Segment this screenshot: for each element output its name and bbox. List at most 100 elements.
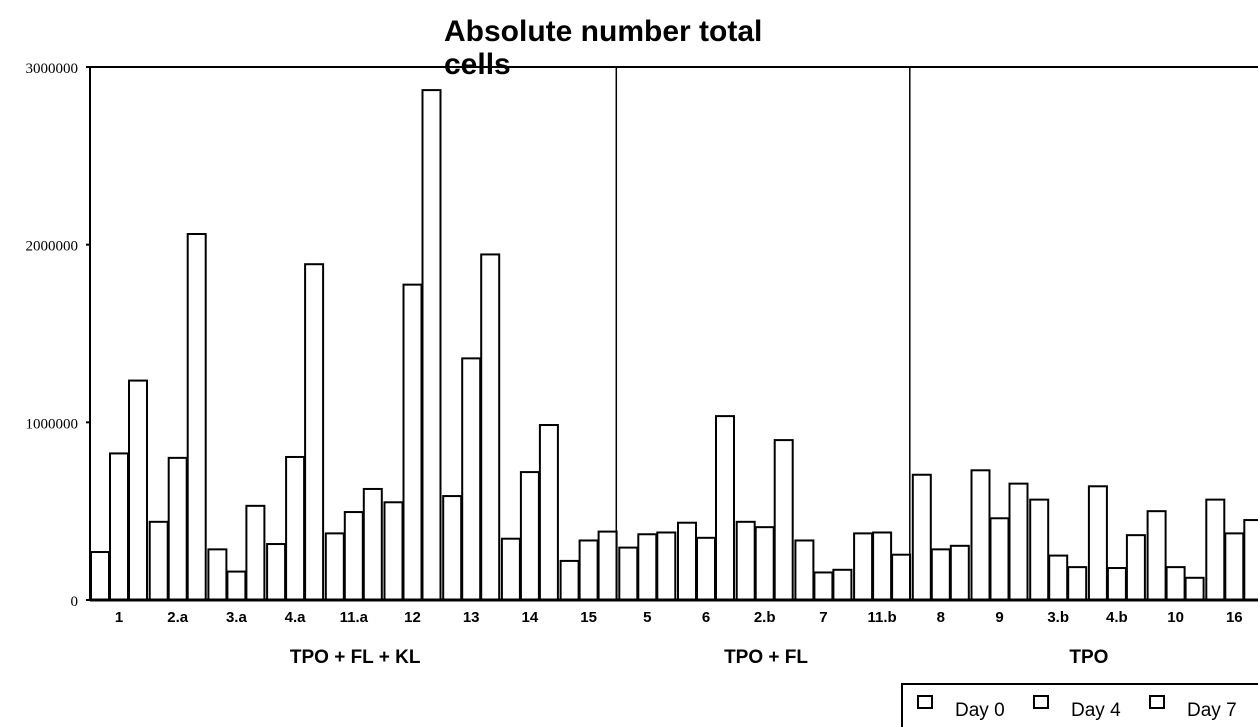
x-tick-label: 4.a — [285, 609, 307, 626]
bar-2.a-day-4 — [167, 456, 188, 601]
bar-15-day-4 — [578, 539, 599, 602]
x-tick-label: 11.b — [868, 609, 897, 626]
bar-8-day-7 — [949, 544, 970, 601]
bar-5-day-7 — [656, 531, 677, 602]
bar-16-day-7 — [1243, 519, 1258, 601]
y-tick-label: 0 — [71, 594, 79, 610]
bar-5-day-4 — [637, 533, 658, 601]
x-tick-label: 9 — [995, 609, 1003, 626]
bar-6-day-4 — [696, 536, 716, 601]
legend-swatch — [1149, 695, 1165, 709]
bar-2.b-day-7 — [773, 439, 794, 601]
legend-swatch — [1033, 695, 1049, 709]
legend-swatch — [917, 695, 933, 709]
bar-1-day-0 — [90, 551, 110, 602]
x-tick-label: 7 — [819, 609, 827, 626]
bar-9-day-0 — [970, 469, 991, 602]
x-tick-label: 2.a — [167, 609, 189, 626]
bar-14-day-7 — [538, 423, 559, 601]
bar-1-day-4 — [109, 452, 129, 601]
bar-5-day-0 — [618, 546, 639, 601]
bar-8-day-4 — [930, 548, 951, 601]
y-tick-label: 1000000 — [26, 416, 79, 432]
bar-4.b-day-7 — [1125, 534, 1146, 602]
bar-4.b-day-0 — [1087, 485, 1108, 601]
bar-4.b-day-4 — [1106, 567, 1127, 602]
y-tick-label: 3000000 — [26, 61, 79, 77]
bar-2.a-day-7 — [186, 233, 207, 602]
x-tick-label: 8 — [937, 609, 945, 626]
bar-2.b-day-4 — [754, 526, 775, 602]
bar-2.b-day-0 — [735, 520, 756, 601]
legend-label: Day 4 — [1071, 700, 1121, 721]
x-tick-label: 11.a — [340, 609, 369, 626]
x-tick-label: 6 — [702, 609, 710, 626]
bar-11.b-day-7 — [891, 553, 912, 602]
bar-10-day-4 — [1165, 566, 1186, 601]
bar-7-day-0 — [794, 539, 815, 602]
bar-3.b-day-0 — [1029, 498, 1050, 602]
group-label: TPO + FL — [724, 647, 808, 668]
bar-16-day-4 — [1224, 532, 1245, 601]
group-label: TPO + FL + KL — [290, 647, 421, 668]
bar-7-day-7 — [832, 568, 853, 602]
chart-title-line-1: Absolute number total — [444, 15, 762, 48]
bar-3.a-day-4 — [226, 570, 247, 601]
x-tick-label: 1 — [115, 609, 123, 626]
bar-13-day-7 — [480, 253, 501, 602]
group-label: TPO — [1069, 647, 1108, 668]
legend: Day 0 Day 4 Day 7 — [901, 683, 1258, 727]
bar-12-day-4 — [402, 283, 423, 601]
bar-13-day-0 — [442, 495, 463, 601]
bar-12-day-7 — [421, 89, 442, 601]
bar-11.a-day-0 — [324, 532, 345, 601]
bar-11.b-day-4 — [872, 531, 893, 602]
chart-title: Absolute number total cells — [444, 15, 762, 81]
bar-8-day-0 — [911, 473, 932, 601]
x-tick-label: 2.b — [754, 609, 776, 626]
x-tick-label: 4.b — [1106, 609, 1128, 626]
x-tick-label: 16 — [1226, 609, 1243, 626]
plot-area: 0 1000000 2000000 3000000 1 2.a 3.a 4.a 11.a 12 13… — [26, 61, 1258, 668]
bar-11.a-day-7 — [362, 487, 383, 602]
x-tick-label: 14 — [522, 609, 539, 626]
bar-10-day-0 — [1146, 510, 1167, 601]
bar-11.b-day-0 — [853, 532, 874, 601]
legend-box — [901, 683, 1258, 727]
y-tick-label: 2000000 — [26, 239, 79, 255]
bar-4.a-day-7 — [304, 263, 325, 601]
x-tick-label: 13 — [463, 609, 480, 626]
x-tick-label: 5 — [643, 609, 651, 626]
bar-16-day-0 — [1205, 498, 1226, 602]
bar-3.a-day-0 — [207, 548, 228, 601]
bar-7-day-4 — [813, 571, 834, 602]
bar-3.b-day-7 — [1067, 566, 1088, 601]
x-tick-label: 3.a — [226, 609, 248, 626]
bar-3.b-day-4 — [1048, 554, 1069, 601]
bar-15-day-0 — [559, 559, 580, 601]
bar-4.a-day-4 — [285, 455, 306, 601]
bar-9-day-4 — [989, 517, 1010, 601]
bar-14-day-0 — [500, 537, 521, 602]
bar-4.a-day-0 — [266, 543, 287, 601]
bar-13-day-4 — [461, 357, 482, 601]
bar-10-day-7 — [1184, 576, 1205, 602]
legend-label: Day 7 — [1187, 700, 1237, 721]
bar-2.a-day-0 — [148, 520, 169, 601]
bar-15-day-7 — [597, 530, 618, 601]
bar-14-day-4 — [519, 471, 540, 601]
bar-12-day-0 — [383, 501, 404, 601]
bar-9-day-7 — [1008, 482, 1029, 601]
bar-6-day-7 — [715, 415, 735, 601]
bar-3.a-day-7 — [245, 504, 266, 601]
bar-6-day-0 — [677, 521, 697, 602]
x-tick-label: 10 — [1167, 609, 1184, 626]
legend-label: Day 0 — [955, 700, 1005, 721]
x-tick-label: 12 — [404, 609, 421, 626]
bar-11.a-day-4 — [343, 511, 364, 601]
x-tick-label: 3.b — [1047, 609, 1069, 626]
bar-1-day-7 — [128, 379, 148, 601]
chart-title-line-2: cells — [444, 48, 511, 81]
x-tick-label: 15 — [580, 609, 597, 626]
